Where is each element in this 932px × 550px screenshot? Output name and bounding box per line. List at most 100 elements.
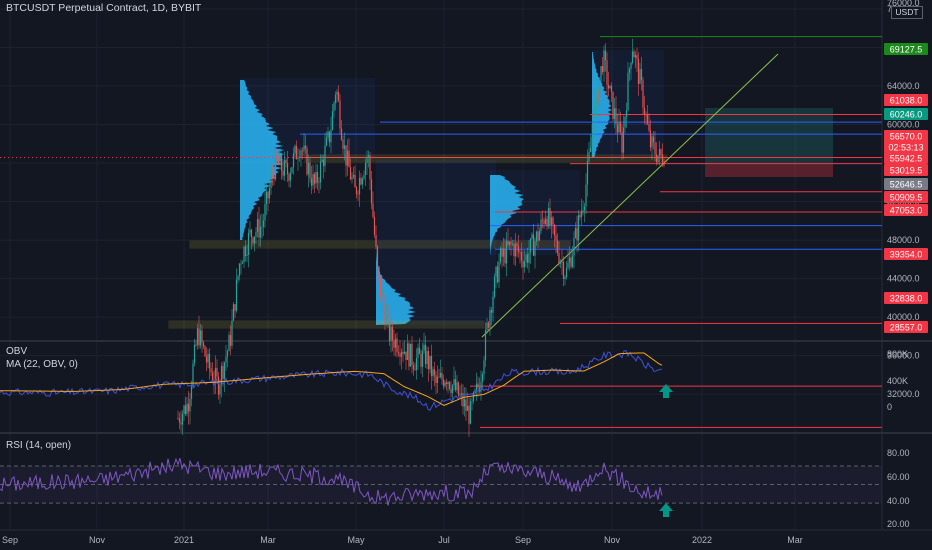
candle-body [204, 346, 206, 357]
candle-body [610, 85, 613, 92]
candle-body [660, 149, 662, 155]
candle-body [402, 351, 404, 354]
candle-body [555, 235, 557, 241]
candle-body [508, 241, 511, 246]
candle-body [616, 124, 619, 133]
candle-body [582, 210, 584, 212]
support-zone [168, 320, 485, 329]
candle-body [547, 208, 550, 227]
candle-body [531, 234, 533, 239]
candle-body [606, 60, 608, 85]
candle-body [618, 121, 620, 133]
candle-body [337, 91, 340, 101]
candle-body [219, 384, 221, 395]
candle-body [303, 145, 305, 152]
candle-body [421, 350, 424, 367]
candle-body [384, 305, 386, 325]
candle-body [423, 344, 425, 351]
candle-body [276, 151, 278, 161]
candle-body [252, 237, 254, 244]
candle-body [594, 105, 596, 135]
candle-body [429, 355, 431, 370]
candle-body [649, 130, 652, 148]
candle-body [661, 154, 664, 164]
candle-body [589, 147, 592, 153]
time-tick: Mar [787, 535, 803, 545]
candle-body [333, 102, 335, 112]
time-tick: 2022 [692, 535, 712, 545]
price-label: 28557.0 [890, 323, 923, 333]
candle-body [240, 263, 242, 265]
candle-body [189, 398, 191, 412]
candle-body [336, 91, 338, 95]
candle-body [631, 51, 634, 63]
candle-body [591, 136, 593, 148]
candle-body [426, 351, 428, 364]
candle-body [420, 354, 422, 367]
candle-body [177, 418, 179, 420]
candle-body [255, 231, 257, 237]
candle-body [301, 150, 304, 152]
candle-body [592, 134, 595, 137]
price-label-bg [884, 164, 928, 176]
candle-body [385, 314, 388, 325]
candle-body [603, 50, 605, 72]
candle-body [552, 217, 554, 225]
candle-body [274, 151, 277, 180]
candle-body [613, 108, 616, 120]
candle-body [222, 365, 224, 379]
price-tick-top: 76000.0 [887, 0, 920, 8]
candle-body [496, 266, 499, 283]
candle-body [387, 314, 389, 316]
candle-body [565, 268, 568, 278]
candle-body [528, 252, 530, 263]
candle-body [201, 330, 203, 343]
candle-body [453, 379, 455, 386]
candle-body [370, 179, 373, 204]
candle-body [243, 246, 245, 263]
candle-body [439, 373, 442, 377]
candle-body [459, 394, 461, 396]
candle-body [454, 379, 457, 391]
candle-body [544, 218, 547, 224]
volume-profile [592, 52, 612, 158]
candle-body [561, 261, 563, 263]
candle-body [463, 399, 466, 407]
candle-body [324, 145, 326, 167]
candle-body [352, 174, 355, 178]
price-tick: 64000.0 [887, 81, 920, 91]
price-label: 60246.0 [890, 110, 923, 120]
candle-body [231, 320, 233, 346]
candle-body [321, 159, 323, 162]
time-tick: Sep [515, 535, 531, 545]
candle-body [286, 162, 289, 175]
candle-body [357, 193, 359, 195]
candle-body [244, 246, 247, 256]
candle-body [609, 85, 611, 89]
candle-body [237, 275, 239, 280]
candle-body [193, 344, 196, 364]
candle-body [235, 279, 238, 311]
candle-body [364, 163, 367, 175]
candle-body [300, 150, 302, 157]
currency-button[interactable]: USDT [891, 6, 923, 19]
volume-profile [490, 175, 524, 255]
time-tick: Nov [89, 535, 106, 545]
candle-body [310, 178, 313, 186]
candle-body [412, 364, 415, 370]
candle-body [415, 357, 418, 371]
obv-tick: 0 [887, 402, 892, 412]
candle-body [480, 381, 482, 392]
candle-body [246, 254, 248, 256]
candle-body [280, 155, 283, 171]
candle-body [213, 380, 215, 383]
candle-body [295, 145, 298, 160]
price-label-bg [884, 43, 928, 55]
candle-body [576, 228, 578, 241]
candle-body [298, 156, 301, 158]
candle-body [354, 174, 356, 188]
candle-body [472, 392, 475, 402]
candle-body [432, 369, 434, 377]
candle-body [564, 277, 566, 279]
